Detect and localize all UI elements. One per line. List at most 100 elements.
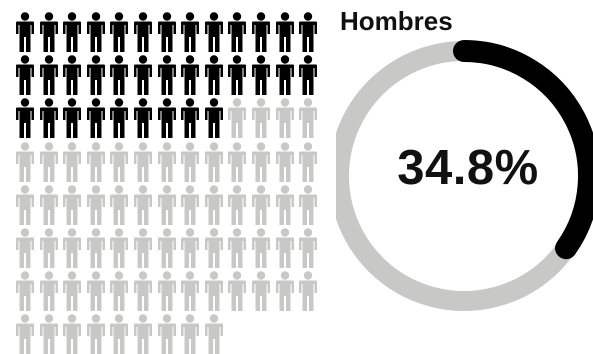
person-icon-filled (110, 12, 129, 52)
person-icon-filled (63, 12, 82, 52)
person-icon-filled (134, 55, 152, 96)
person-icon-empty (134, 185, 152, 225)
person-icon-empty (181, 228, 200, 268)
person-icon-filled (39, 12, 58, 52)
person-icon-empty (228, 185, 247, 225)
person-icon-filled (252, 12, 270, 52)
person-icon-empty (86, 141, 105, 182)
person-icon-empty (134, 314, 152, 354)
person-icon-filled (39, 55, 58, 96)
person-icon-empty (252, 98, 270, 139)
person-icon-empty (252, 141, 270, 182)
person-icon-empty (228, 141, 247, 182)
person-icon-filled (204, 98, 223, 139)
person-icon-empty (86, 228, 105, 268)
person-icon-empty (157, 271, 176, 312)
person-icon-empty (275, 271, 294, 312)
person-icon-filled (86, 98, 105, 139)
person-icon-empty (204, 185, 223, 225)
person-icon-filled (252, 55, 270, 96)
person-icon-filled (39, 98, 58, 139)
person-icon-empty (16, 271, 34, 312)
person-icon-empty (228, 98, 247, 139)
person-icon-empty (39, 228, 58, 268)
person-icon-empty (110, 228, 129, 268)
person-icon-empty (204, 228, 223, 268)
person-icon-filled (110, 98, 129, 139)
person-icon-empty (134, 271, 152, 312)
person-icon-empty (252, 271, 270, 312)
person-icon-empty (299, 228, 318, 268)
person-icon-filled (86, 55, 105, 96)
person-icon-empty (299, 141, 318, 182)
person-icon-empty (63, 185, 82, 225)
person-icon-empty (63, 141, 82, 182)
person-icon-empty (181, 141, 200, 182)
person-icon-filled (63, 55, 82, 96)
person-icon-filled (275, 12, 294, 52)
person-icon-filled (181, 55, 200, 96)
person-icon-empty (86, 271, 105, 312)
person-icon-empty (252, 228, 270, 268)
person-icon-empty (275, 98, 294, 139)
person-icon-empty (110, 185, 129, 225)
person-icon-empty (110, 314, 129, 354)
person-icon-filled (16, 12, 34, 52)
person-icon-empty (157, 228, 176, 268)
person-icon-filled (86, 12, 105, 52)
donut-value-arc (453, 40, 593, 260)
person-icon-empty (228, 271, 247, 312)
person-icon-filled (63, 98, 82, 139)
person-icon-empty (86, 314, 105, 354)
person-icon-filled (181, 98, 200, 139)
person-icon-filled (299, 12, 318, 52)
person-icon-empty (16, 185, 34, 225)
person-icon-empty (157, 185, 176, 225)
person-icon-filled (134, 98, 152, 139)
person-icon-empty (39, 141, 58, 182)
person-icon-filled (157, 55, 176, 96)
person-icon-filled (110, 55, 129, 96)
person-icon-empty (181, 185, 200, 225)
person-icon-filled (16, 55, 34, 96)
person-icon-empty (63, 228, 82, 268)
person-icon-empty (39, 271, 58, 312)
person-icon-empty (204, 314, 223, 354)
chart-title: Hombres (340, 6, 453, 36)
person-icon-empty (86, 185, 105, 225)
person-icon-filled (275, 55, 294, 96)
person-icon-filled (228, 55, 247, 96)
person-icon-filled (16, 98, 34, 139)
person-icon-filled (157, 12, 176, 52)
person-icon-empty (134, 141, 152, 182)
person-icon-empty (110, 141, 129, 182)
person-icon-empty (16, 228, 34, 268)
percentage-value-label: 34.8% (397, 141, 539, 195)
person-icon-empty (275, 185, 294, 225)
person-icon-empty (181, 271, 200, 312)
person-icon-empty (63, 314, 82, 354)
person-icon-filled (299, 55, 318, 96)
person-icon-empty (181, 314, 200, 354)
person-icon-empty (299, 98, 318, 139)
person-icon-empty (299, 185, 318, 225)
person-icon-empty (157, 141, 176, 182)
person-icon-empty (63, 271, 82, 312)
person-icon-empty (299, 271, 318, 312)
person-icon-empty (110, 271, 129, 312)
person-icon-filled (228, 12, 247, 52)
person-icon-empty (39, 185, 58, 225)
person-icon-filled (181, 12, 200, 52)
person-icon-filled (204, 12, 223, 52)
person-icon-filled (134, 12, 152, 52)
person-icon-empty (275, 228, 294, 268)
person-icon-empty (39, 314, 58, 354)
person-icon-empty (252, 185, 270, 225)
person-icon-empty (16, 314, 34, 354)
person-icon-empty (157, 314, 176, 354)
person-icon-filled (157, 98, 176, 139)
person-icon-empty (275, 141, 294, 182)
percentage-donut (336, 40, 593, 311)
person-icon-empty (228, 228, 247, 268)
